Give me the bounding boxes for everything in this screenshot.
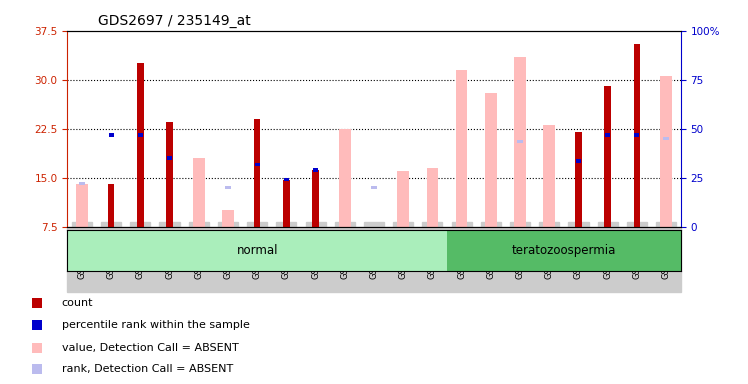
- Bar: [426, 168, 438, 227]
- Text: rank, Detection Call = ABSENT: rank, Detection Call = ABSENT: [61, 364, 233, 374]
- Bar: [660, 76, 672, 227]
- Bar: [485, 93, 497, 227]
- Bar: [254, 163, 260, 166]
- Text: teratozoospermia: teratozoospermia: [512, 244, 616, 257]
- Bar: [67, 230, 447, 271]
- Bar: [167, 156, 172, 160]
- Bar: [576, 159, 581, 163]
- Bar: [166, 122, 173, 227]
- Bar: [67, 227, 681, 292]
- Bar: [254, 119, 260, 227]
- Bar: [225, 185, 230, 189]
- Bar: [137, 63, 144, 227]
- Text: GDS2697 / 235149_at: GDS2697 / 235149_at: [98, 14, 251, 28]
- Bar: [634, 44, 640, 227]
- Bar: [193, 158, 205, 227]
- Bar: [313, 168, 318, 172]
- Bar: [518, 140, 523, 144]
- Text: count: count: [61, 298, 94, 308]
- Bar: [447, 230, 681, 271]
- Bar: [575, 132, 582, 227]
- Bar: [313, 170, 319, 227]
- Bar: [138, 133, 143, 137]
- Bar: [605, 133, 610, 137]
- Bar: [634, 133, 640, 137]
- Bar: [108, 133, 114, 137]
- Text: value, Detection Call = ABSENT: value, Detection Call = ABSENT: [61, 343, 239, 353]
- Bar: [339, 129, 351, 227]
- Bar: [397, 171, 409, 227]
- Bar: [76, 184, 88, 227]
- Bar: [283, 180, 289, 227]
- Bar: [663, 137, 669, 140]
- Bar: [283, 178, 289, 181]
- Bar: [456, 70, 468, 227]
- Bar: [604, 86, 611, 227]
- Bar: [79, 182, 85, 185]
- Text: percentile rank within the sample: percentile rank within the sample: [61, 320, 250, 330]
- Bar: [371, 185, 377, 189]
- Bar: [514, 57, 526, 227]
- Bar: [108, 184, 114, 227]
- Text: normal: normal: [236, 244, 278, 257]
- Bar: [222, 210, 234, 227]
- Bar: [543, 126, 555, 227]
